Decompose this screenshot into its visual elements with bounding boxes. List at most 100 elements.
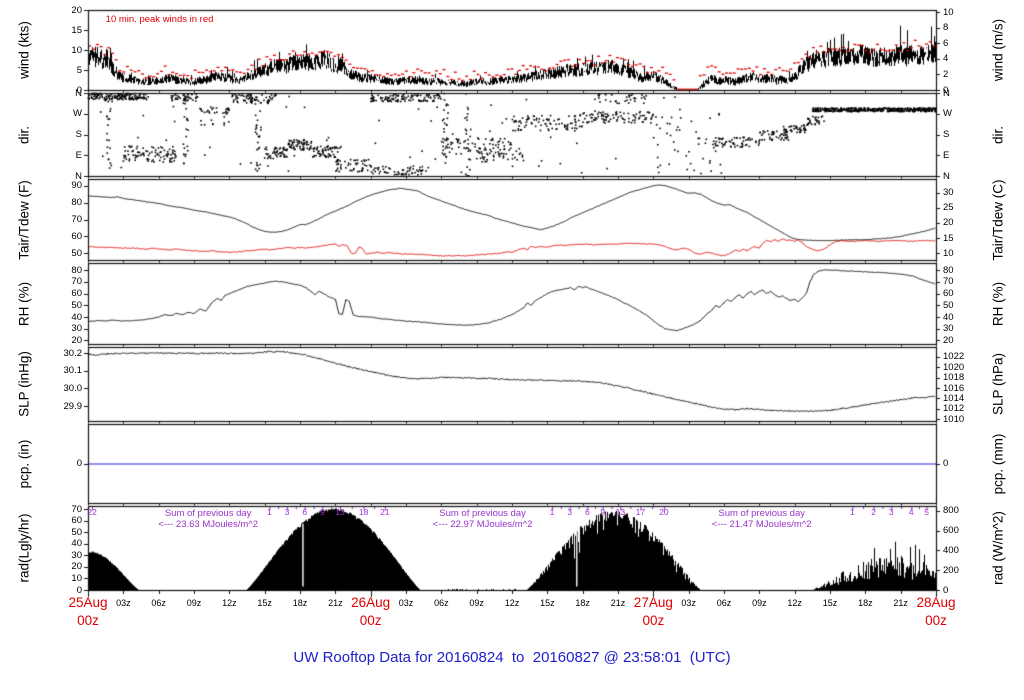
y-tick-label-left-dir: N	[75, 87, 82, 99]
y-tick-label-left-dir: S	[75, 129, 82, 140]
rad-hour-mark: 1	[549, 507, 555, 517]
rad-hour-mark: 6	[585, 507, 590, 517]
x-tick-label-minor: 12z	[504, 598, 520, 608]
x-tick-label-hour: 00z	[359, 613, 382, 628]
y-tick-label-right-slp: 1012	[943, 403, 965, 415]
y-axis-title-left-rh: RH (%)	[16, 281, 32, 326]
y-tick-label-left-rh: 20	[71, 334, 82, 346]
x-tick-label-hour: 00z	[642, 613, 665, 628]
y-tick-label-right-rad: 400	[943, 544, 959, 556]
y-tick-label-left-dir: E	[75, 149, 82, 161]
wind-peak-annotation: 10 min. peak winds in red	[105, 14, 214, 25]
rad-hour-mark: 1	[850, 507, 855, 517]
y-tick-label-left-wind: 5	[76, 64, 82, 76]
y-tick-label-left-rad: 50	[71, 526, 82, 538]
x-tick-label-minor: 21z	[328, 598, 343, 608]
y-tick-label-left-slp: 30.0	[63, 382, 83, 394]
y-axis-title-right-dir: dir.	[990, 125, 1006, 144]
y-tick-label-left-slp: 30.2	[63, 347, 83, 359]
rad-hour-mark: 22	[87, 507, 97, 517]
y-axis-title-right-temp: Tair/Tdew (C)	[990, 178, 1006, 261]
x-tick-label-minor: 15z	[822, 598, 838, 608]
y-tick-label-right-rh: 20	[943, 334, 954, 346]
x-tick-label-minor: 06z	[716, 598, 732, 608]
x-tick-label-hour: 00z	[925, 613, 947, 628]
x-tick-label-date: 26Aug	[351, 595, 391, 610]
y-axis-title-left-dir: dir.	[16, 125, 32, 144]
y-tick-label-right-rh: 40	[943, 311, 954, 323]
y-tick-label-left-pcp: 0	[76, 458, 82, 469]
y-tick-label-left-temp: 60	[71, 230, 82, 242]
rad-hour-mark: 3	[888, 507, 894, 517]
y-axis-title-right-wind: wind (m/s)	[990, 18, 1006, 82]
y-tick-label-right-dir: W	[943, 108, 952, 120]
x-tick-label-minor: 15z	[540, 598, 555, 608]
x-tick-label-minor: 09z	[469, 598, 484, 608]
rad-hour-mark: 3	[567, 507, 573, 517]
rad-hour-mark: 20	[659, 507, 669, 517]
x-tick-label-minor: 06z	[434, 598, 449, 608]
y-tick-label-left-rh: 50	[71, 299, 82, 311]
y-tick-label-right-slp: 1014	[943, 392, 965, 404]
y-tick-label-right-dir: N	[943, 87, 950, 99]
rad-hour-mark: 21	[380, 507, 390, 517]
figure-title: UW Rooftop Data for 20160824 to 20160827…	[293, 649, 731, 666]
rad-hour-mark: 1	[267, 507, 272, 517]
y-tick-label-left-wind: 0	[76, 84, 82, 96]
y-axis-title-left-slp: SLP (inHg)	[16, 351, 32, 417]
x-tick-label-minor: 21z	[610, 598, 626, 608]
y-tick-label-left-rh: 40	[71, 311, 82, 323]
rad-sum-label: Sum of previous day	[718, 508, 805, 519]
y-tick-label-right-rh: 70	[943, 276, 954, 288]
rad-hour-mark: 9	[320, 507, 325, 517]
y-axis-title-left-temp: Tair/Tdew (F)	[16, 179, 32, 260]
y-axis-title-right-pcp: pcp. (mm)	[990, 433, 1006, 494]
x-tick-label-date: 25Aug	[68, 595, 108, 610]
rad-hour-mark: 13	[335, 507, 345, 517]
y-tick-label-right-wind: 10	[943, 6, 954, 18]
y-tick-label-right-rad: 0	[943, 584, 949, 596]
y-tick-label-right-wind: 6	[943, 37, 949, 49]
rad-hour-mark: 13	[615, 507, 626, 517]
y-tick-label-right-rad: 200	[943, 564, 959, 576]
x-tick-label-minor: 09z	[186, 598, 202, 608]
rad-hour-mark: 3	[284, 507, 290, 517]
y-tick-label-left-rad: 20	[71, 561, 82, 573]
rad-hour-mark: 17	[635, 507, 646, 517]
y-tick-label-right-rh: 80	[943, 264, 954, 276]
x-tick-label-date: 27Aug	[633, 595, 673, 610]
y-tick-label-right-wind: 0	[943, 84, 949, 96]
y-tick-label-left-rad: 30	[71, 549, 82, 561]
y-tick-label-left-rad: 0	[76, 584, 82, 596]
y-tick-label-right-rh: 60	[943, 288, 954, 300]
y-axis-title-right-slp: SLP (hPa)	[990, 352, 1006, 416]
y-tick-label-right-temp: 10	[943, 247, 954, 259]
y-tick-label-right-temp: 30	[943, 187, 954, 198]
rad-sum-value: <--- 22.97 MJoules/m^2	[432, 519, 533, 530]
y-tick-label-right-wind: 2	[943, 68, 949, 80]
x-tick-label-minor: 09z	[752, 598, 767, 608]
x-tick-label-minor: 03z	[398, 598, 414, 608]
y-axis-title-right-rh: RH (%)	[990, 281, 1006, 326]
y-tick-label-right-dir: E	[943, 149, 950, 161]
y-tick-label-left-wind: 10	[71, 44, 82, 56]
y-tick-label-right-slp: 1018	[943, 372, 965, 384]
y-tick-label-left-dir: N	[75, 170, 82, 182]
y-tick-label-left-rh: 70	[71, 276, 82, 288]
y-tick-label-right-slp: 1016	[943, 382, 965, 394]
y-tick-label-right-rh: 50	[943, 299, 954, 311]
x-tick-label-minor: 03z	[681, 598, 696, 608]
y-axis-title-right-rad: rad (W/m^2)	[990, 511, 1006, 585]
y-tick-label-left-wind: 15	[71, 24, 82, 36]
y-tick-label-left-rad: 40	[71, 538, 82, 550]
y-tick-label-right-rad: 600	[943, 525, 959, 537]
y-tick-label-left-slp: 29.9	[63, 400, 83, 412]
rad-hour-mark: 9	[600, 507, 606, 517]
y-axis-title-left-wind: wind (kts)	[16, 21, 32, 79]
x-tick-label-minor: 18z	[858, 598, 873, 608]
x-tick-label-minor: 03z	[116, 598, 131, 608]
y-tick-label-left-temp: 70	[71, 214, 82, 225]
y-tick-label-right-rad: 800	[943, 505, 959, 517]
